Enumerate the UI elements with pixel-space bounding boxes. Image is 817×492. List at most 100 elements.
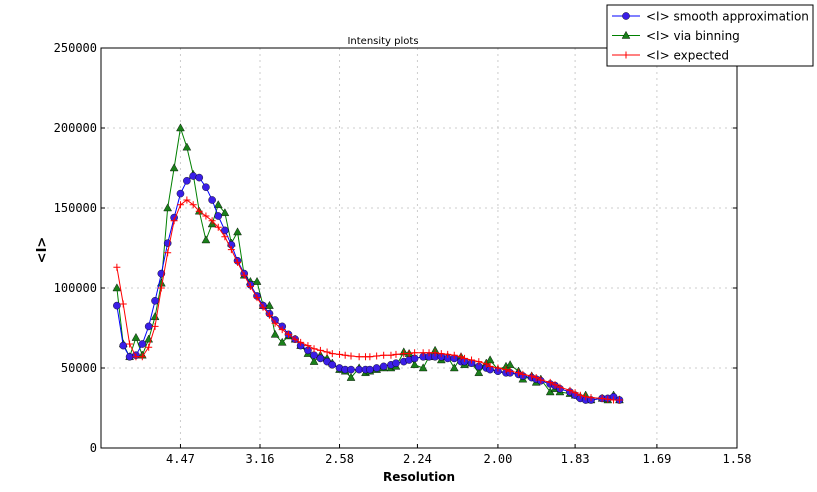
data-point xyxy=(202,212,210,220)
data-point xyxy=(132,353,140,361)
data-point xyxy=(502,366,510,374)
data-point xyxy=(113,301,121,310)
x-tick-label: 1.83 xyxy=(561,452,590,466)
data-point xyxy=(202,183,210,191)
data-point xyxy=(169,163,179,172)
legend-marker xyxy=(622,12,630,20)
y-axis-label: <I> xyxy=(35,237,50,264)
x-tick-label: 2.00 xyxy=(483,452,512,466)
data-point xyxy=(532,374,540,382)
data-point xyxy=(494,364,502,372)
data-point xyxy=(410,360,419,368)
data-point xyxy=(164,249,172,257)
data-point xyxy=(170,217,178,225)
data-point xyxy=(566,386,574,394)
y-tick-label: 200000 xyxy=(54,121,97,135)
data-point xyxy=(221,233,229,241)
data-point xyxy=(347,352,355,360)
data-point xyxy=(336,350,344,358)
data-point xyxy=(604,395,612,403)
data-point xyxy=(316,354,325,363)
data-point xyxy=(615,396,623,404)
data-point xyxy=(176,123,185,132)
data-point xyxy=(457,353,465,361)
data-point xyxy=(113,263,121,271)
data-point xyxy=(587,394,595,402)
series-1 xyxy=(112,123,624,404)
data-point xyxy=(125,352,134,361)
data-point xyxy=(151,322,159,330)
data-point xyxy=(323,348,331,356)
data-point xyxy=(405,350,413,358)
data-point xyxy=(271,319,279,327)
data-point xyxy=(265,300,274,309)
data-point xyxy=(182,142,192,151)
data-point xyxy=(310,351,318,360)
data-point xyxy=(233,227,242,236)
data-point xyxy=(208,217,216,225)
data-point xyxy=(475,358,483,366)
data-point xyxy=(316,346,324,354)
x-axis-label: Resolution xyxy=(383,470,455,484)
data-point xyxy=(474,368,484,376)
y-tick-label: 250000 xyxy=(54,41,97,55)
y-tick-label: 150000 xyxy=(54,201,97,215)
axis-ticks: 4.47 3.16 2.58 2.24 2.00 1.83 1.69 1.58 0 50000 10… xyxy=(54,41,752,466)
x-tick-label: 1.69 xyxy=(642,452,671,466)
data-point xyxy=(449,363,459,372)
data-point xyxy=(252,276,262,285)
chart-title: Intensity plots xyxy=(347,36,418,47)
data-point xyxy=(297,338,305,346)
data-point xyxy=(270,329,280,338)
data-point xyxy=(213,200,223,209)
data-point xyxy=(176,201,184,209)
data-point xyxy=(328,360,337,369)
data-point xyxy=(468,356,476,364)
data-point xyxy=(551,381,559,389)
data-point xyxy=(253,294,261,302)
data-point xyxy=(126,340,134,348)
data-point xyxy=(506,367,514,375)
data-point xyxy=(195,207,203,215)
data-point xyxy=(379,362,388,371)
data-point xyxy=(460,354,468,362)
data-point xyxy=(265,311,273,319)
data-point xyxy=(176,189,185,198)
data-point xyxy=(537,376,545,384)
data-point xyxy=(610,396,618,404)
data-point xyxy=(366,353,374,361)
data-point xyxy=(485,355,495,364)
grid xyxy=(101,47,738,449)
data-point xyxy=(277,337,287,346)
legend: <I> smooth approximation <I> via binning <… xyxy=(606,4,814,67)
data-point xyxy=(246,282,254,290)
data-point xyxy=(157,284,165,292)
data-point xyxy=(201,235,211,244)
data-point xyxy=(515,369,523,377)
data-point xyxy=(355,353,363,361)
data-point xyxy=(366,365,374,374)
data-point xyxy=(444,350,452,358)
legend-marker xyxy=(622,51,630,59)
data-point xyxy=(373,352,381,360)
data-point xyxy=(119,341,128,350)
plot-frame xyxy=(100,47,738,449)
data-point xyxy=(214,223,222,231)
data-point xyxy=(346,372,356,381)
data-point xyxy=(598,394,606,402)
data-point xyxy=(214,212,223,220)
data-point xyxy=(240,271,248,279)
data-point xyxy=(341,351,349,359)
data-point xyxy=(284,330,292,338)
data-point xyxy=(347,365,355,374)
x-tick-label: 3.16 xyxy=(246,452,275,466)
legend-box xyxy=(606,4,814,67)
data-point xyxy=(144,322,153,331)
data-point xyxy=(183,176,191,185)
data-point xyxy=(163,203,173,212)
data-point xyxy=(119,300,127,308)
data-point xyxy=(392,350,400,358)
series-line xyxy=(116,127,620,401)
data-point xyxy=(571,389,579,397)
